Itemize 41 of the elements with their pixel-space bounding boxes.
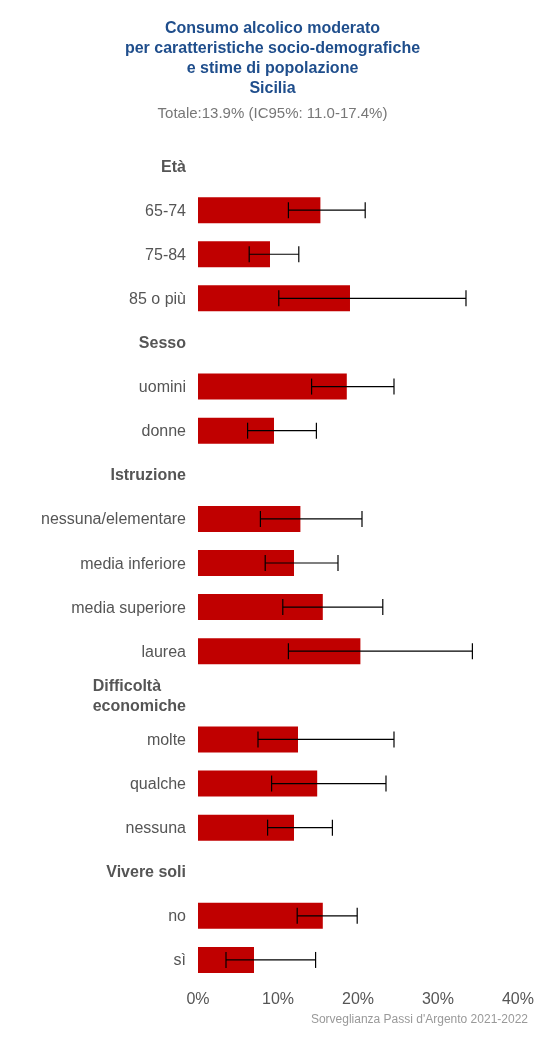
x-tick-label: 30% — [421, 989, 455, 1007]
bar — [198, 814, 294, 841]
x-tick-label: 10% — [261, 989, 295, 1007]
chart-title: Consumo alcolico moderato per caratteristiche socio-demografiche e stime di popolazione Sicilia — [124, 18, 421, 96]
x-tick-label: 0% — [186, 989, 210, 1007]
y-tick-label: laurea — [141, 642, 187, 660]
bar — [198, 550, 294, 576]
y-tick-label: media superiore — [71, 598, 187, 616]
y-tick-label: media inferiore — [80, 554, 187, 572]
bar — [198, 417, 274, 444]
bar — [198, 594, 323, 621]
y-tick-label: no — [168, 907, 187, 925]
y-tick-label: Difficoltà economiche — [92, 676, 187, 714]
bar — [198, 373, 347, 400]
y-tick-label: Vivere soli — [106, 863, 187, 881]
y-tick-label: donne — [141, 422, 187, 440]
y-tick-label: nessuna — [125, 819, 187, 837]
bar — [198, 638, 361, 665]
y-tick-label: 65-74 — [145, 201, 187, 219]
y-tick-label: Istruzione — [110, 466, 187, 484]
bar — [198, 241, 270, 268]
bar — [198, 726, 298, 753]
y-tick-label: Sesso — [138, 333, 187, 351]
x-tick-label: 40% — [501, 989, 534, 1007]
bar — [198, 946, 254, 973]
y-tick-label: nessuna/elementare — [41, 510, 187, 528]
y-tick-label: Età — [161, 157, 187, 175]
y-tick-label: sì — [173, 951, 186, 969]
bar — [198, 197, 321, 224]
bar — [198, 770, 318, 797]
bar — [198, 902, 323, 929]
y-tick-label: qualche — [129, 775, 187, 793]
y-tick-label: 75-84 — [145, 245, 187, 263]
bar — [198, 505, 301, 532]
x-tick-label: 20% — [341, 989, 375, 1007]
bar — [198, 285, 350, 312]
chart-subtitle: Totale:13.9% (IC95%: 11.0-17.4%) — [157, 104, 388, 121]
y-tick-label: molte — [146, 730, 187, 748]
text: Sorveglianza Passi d'Argento 2021-2022 — [310, 1012, 529, 1026]
y-tick-label: uomini — [138, 378, 186, 396]
y-tick-label: 85 o più — [129, 289, 186, 307]
